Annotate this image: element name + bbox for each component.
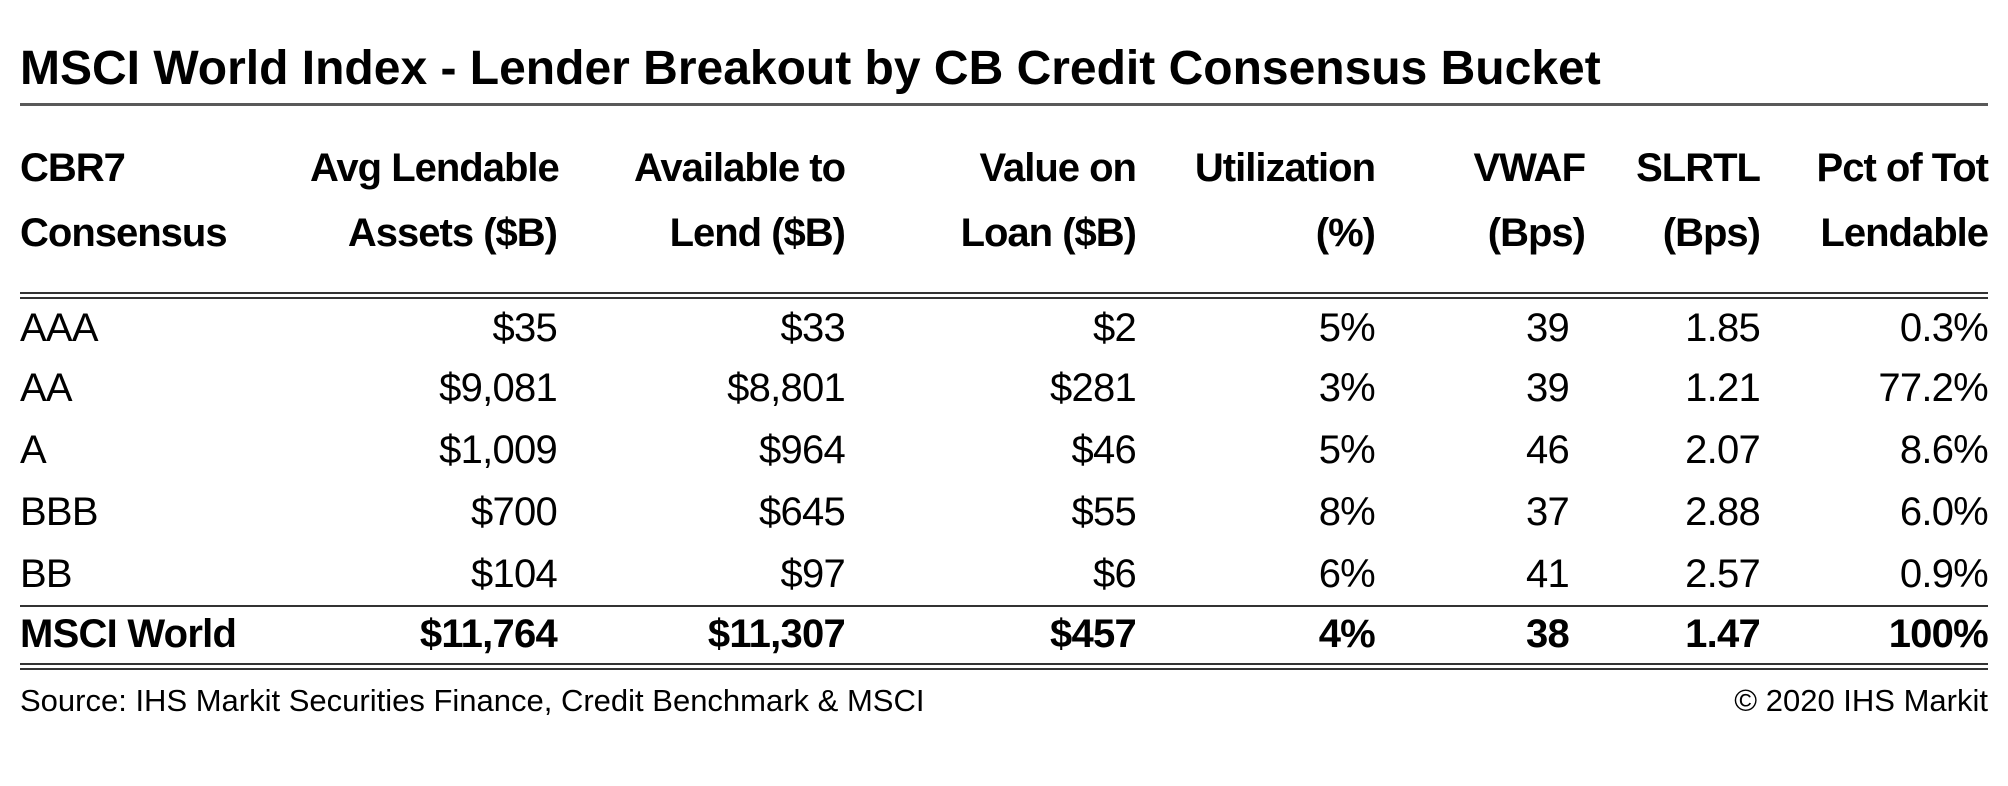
total-cell-slrtl: 1.47 [1585,604,1761,670]
table-row-bbb: BBB $700 $645 $55 8% 37 2.88 6.0% [20,482,1989,544]
total-cell-utilization: 4% [1136,604,1376,670]
cell-cbr7-consensus: AA [20,366,73,410]
column-header-avg-lendable-assets: Avg Lendable Assets ($B) [310,106,560,299]
column-header-value-on-loan-line1: Value on [979,146,1138,190]
cell-slrtl: 2.07 [1685,428,1761,472]
cell-avg-lendable-assets: $1,009 [439,428,558,472]
column-header-available-to-lend-line2: Lend ($B) [669,211,846,255]
column-header-vwaf-line1: VWAF [1473,146,1586,190]
table-body: AAA $35 $33 $2 5% 39 1.85 0.3% AA $9,081 $8,801 $28… [20,296,1989,606]
cell-avg-lendable-assets: $9,081 [439,366,558,410]
source-text: Source: IHS Markit Securities Finance, C… [20,683,925,718]
cell-avg-lendable-assets: $700 [471,490,558,534]
column-header-available-to-lend: Available to Lend ($B) [557,106,846,299]
column-header-avg-lendable-assets-line1: Avg Lendable [310,146,560,190]
cell-utilization: 5% [1318,305,1376,350]
table-footer: MSCI World $11,764 $11,307 $457 4% 38 1.47 100% [20,604,1989,670]
cell-value-on-loan: $46 [1071,428,1137,472]
cell-cbr7-consensus: BBB [20,490,99,534]
cell-value-on-loan: $2 [1093,305,1137,350]
cell-value-on-loan: $55 [1071,490,1137,534]
table-row-aaa: AAA $35 $33 $2 5% 39 1.85 0.3% [20,296,1989,358]
cell-vwaf: 37 [1526,490,1570,534]
cell-slrtl: 1.85 [1685,305,1761,350]
column-header-vwaf: VWAF (Bps) [1375,106,1586,299]
cell-pct-of-tot-lendable: 6.0% [1899,490,1989,534]
cell-slrtl: 2.57 [1685,551,1761,596]
cell-slrtl: 2.88 [1685,490,1761,534]
cell-pct-of-tot-lendable: 0.3% [1899,305,1989,350]
column-header-available-to-lend-line1: Available to [633,146,846,190]
column-header-pct-of-tot-lendable: Pct of Tot Lendable [1760,106,1989,299]
total-cell-vwaf: 38 [1375,604,1585,670]
cell-value-on-loan: $281 [1050,366,1137,410]
total-cell-pct-of-tot-lendable: 100% [1760,604,1989,670]
total-cell-cbr7-consensus: MSCI World [20,604,310,670]
column-header-pct-of-tot-lendable-line1: Pct of Tot [1816,146,1989,190]
column-header-slrtl-line2: (Bps) [1662,211,1761,255]
total-cell-available-to-lend: $11,307 [557,604,846,670]
column-header-slrtl: SLRTL (Bps) [1585,106,1761,299]
column-header-vwaf-line2: (Bps) [1487,211,1586,255]
table-row-bb: BB $104 $97 $6 6% 41 2.57 0.9% [20,544,1989,606]
title-underline [20,103,1988,106]
cell-value-on-loan: $6 [1093,551,1137,596]
cell-utilization: 5% [1318,428,1376,472]
cell-cbr7-consensus: A [20,428,47,472]
cell-utilization: 6% [1318,551,1376,596]
column-header-slrtl-line1: SLRTL [1636,146,1761,190]
column-header-value-on-loan: Value on Loan ($B) [845,106,1138,299]
cell-available-to-lend: $33 [780,305,846,350]
header-row: CBR7 Consensus Avg Lendable Assets ($B) Avai… [20,106,1989,299]
cell-available-to-lend: $645 [759,490,846,534]
table-row-aa: AA $9,081 $8,801 $281 3% 39 1.21 77.2% [20,358,1989,420]
cell-avg-lendable-assets: $104 [471,551,558,596]
cell-pct-of-tot-lendable: 0.9% [1899,551,1989,596]
total-row: MSCI World $11,764 $11,307 $457 4% 38 1.47 100% [20,604,1989,670]
cell-pct-of-tot-lendable: 8.6% [1899,428,1989,472]
cell-available-to-lend: $97 [780,551,846,596]
lender-breakout-table: CBR7 Consensus Avg Lendable Assets ($B) Avai… [20,106,1989,670]
cell-vwaf: 46 [1526,428,1570,472]
copyright-text: © 2020 IHS Markit [1734,683,1988,718]
column-header-cbr7-consensus-line2: Consensus [20,211,228,255]
cell-avg-lendable-assets: $35 [492,305,558,350]
column-header-cbr7-consensus-line1: CBR7 [20,146,126,190]
cell-available-to-lend: $964 [759,428,846,472]
column-header-utilization-line2: (%) [1315,211,1376,255]
cell-pct-of-tot-lendable: 77.2% [1878,366,1988,410]
column-header-utilization: Utilization (%) [1136,106,1376,299]
cell-cbr7-consensus: AAA [20,305,99,350]
column-header-utilization-line1: Utilization [1194,146,1376,190]
source-footer: Source: IHS Markit Securities Finance, C… [20,682,1988,720]
column-header-pct-of-tot-lendable-line2: Lendable [1820,211,1989,255]
table-row-a: A $1,009 $964 $46 5% 46 2.07 8.6% [20,420,1989,482]
cell-available-to-lend: $8,801 [727,366,846,410]
cell-slrtl: 1.21 [1685,366,1761,410]
cell-vwaf: 39 [1526,366,1570,410]
cell-cbr7-consensus: BB [20,551,73,596]
page-title: MSCI World Index - Lender Breakout by CB… [20,42,1601,95]
cell-vwaf: 39 [1526,305,1570,350]
cell-utilization: 3% [1318,366,1376,410]
column-header-avg-lendable-assets-line2: Assets ($B) [347,211,558,255]
table-header: CBR7 Consensus Avg Lendable Assets ($B) Avai… [20,106,1989,299]
cell-utilization: 8% [1318,490,1376,534]
total-cell-value-on-loan: $457 [845,604,1137,670]
total-cell-avg-lendable-assets: $11,764 [310,604,558,670]
column-header-cbr7-consensus: CBR7 Consensus [20,106,310,299]
cell-vwaf: 41 [1526,551,1570,596]
column-header-value-on-loan-line2: Loan ($B) [960,211,1137,255]
